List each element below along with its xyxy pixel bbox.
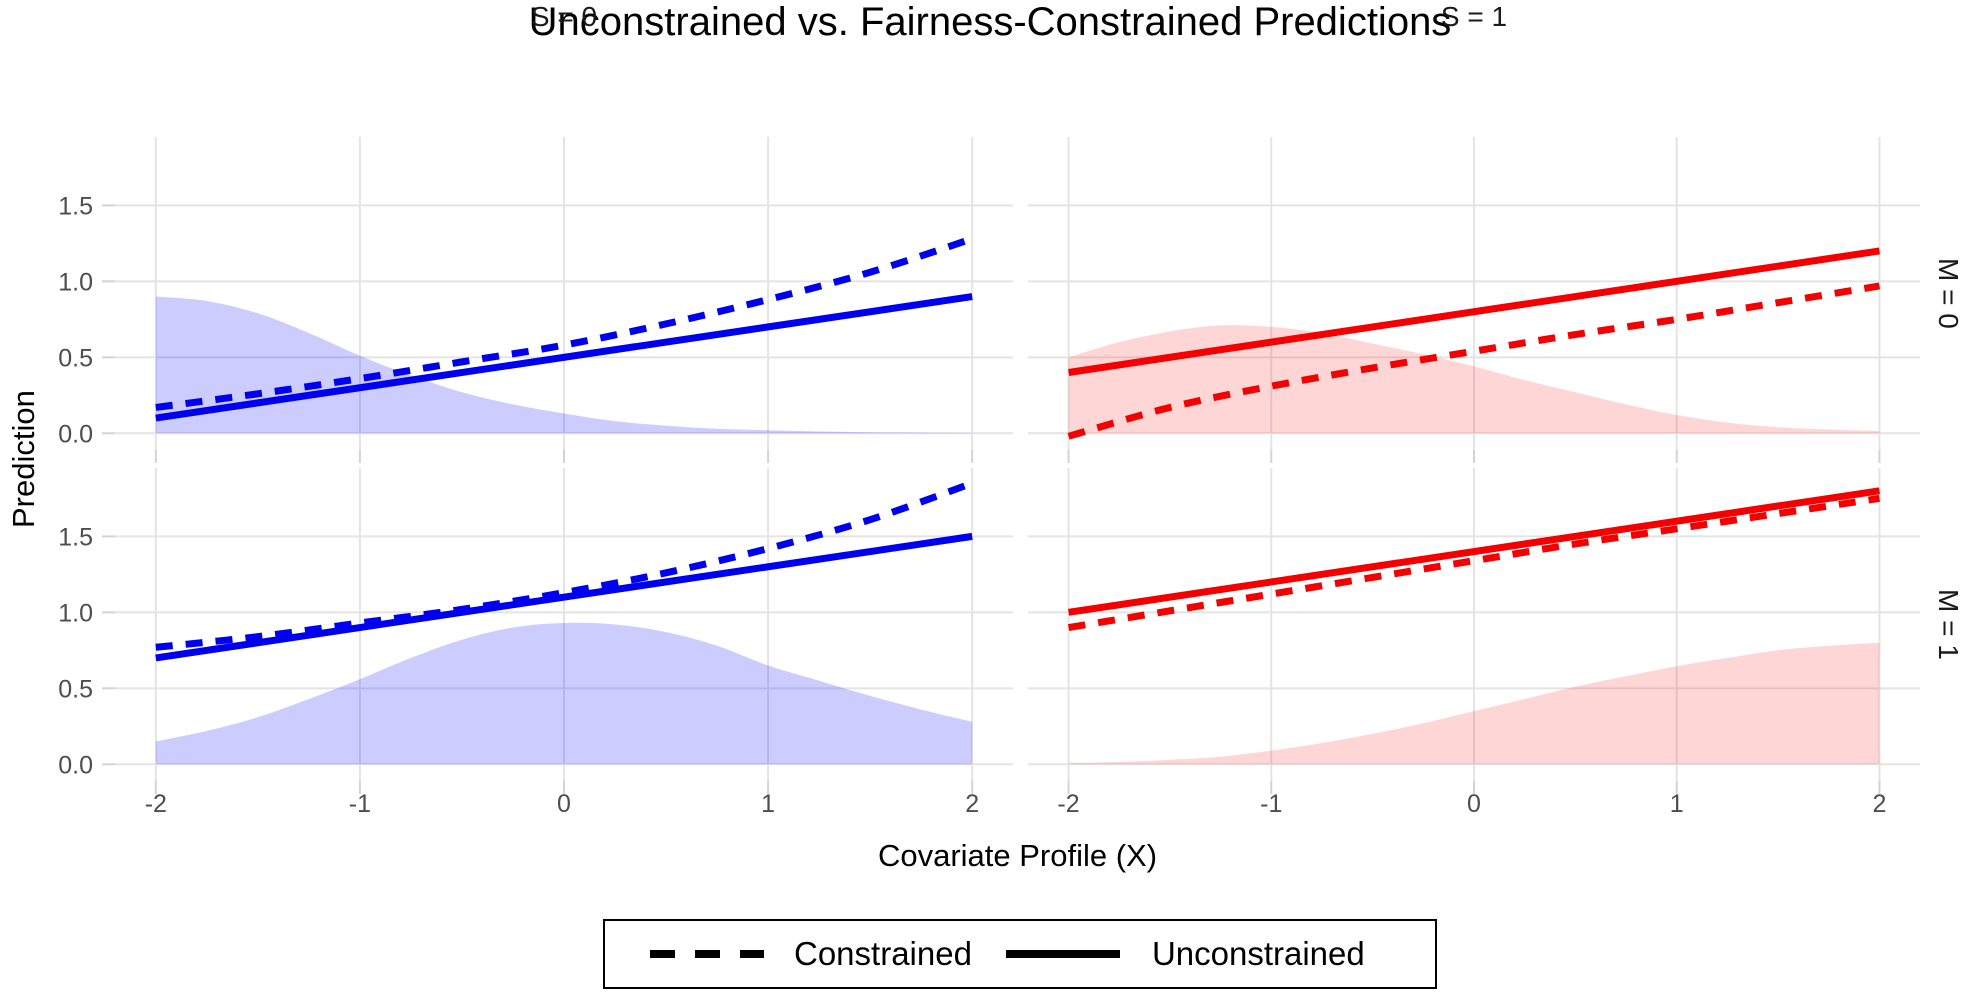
unconstrained-line [1068, 247, 1880, 376]
facet-strip-s1: S = 1 [1440, 1, 1508, 32]
density-area [155, 622, 973, 765]
x-tick-label: -2 [1057, 790, 1079, 818]
density-area [155, 296, 973, 434]
density-area [1068, 642, 1880, 765]
facet-strip-s0: S = 0 [530, 1, 598, 32]
x-tick-label: 0 [557, 790, 571, 818]
x-tick-label: -2 [145, 790, 167, 818]
x-tick-label: 1 [1670, 790, 1684, 818]
y-tick-label: 1.5 [58, 192, 93, 220]
x-axis-title: Covariate Profile (X) [877, 838, 1158, 873]
panel-s1-m1: -2 -1 0 1 2 [1028, 468, 1920, 818]
panel-s0-m0: 0.0 0.5 1.0 1.5 [58, 137, 1013, 463]
x-tick-label: -1 [349, 790, 371, 818]
legend: Constrained Unconstrained [603, 919, 1437, 989]
x-tick-label: 0 [1467, 790, 1481, 818]
constrained-line [1067, 494, 1880, 631]
y-tick-label: 1.5 [58, 523, 93, 551]
y-tick-label: 1.0 [58, 268, 93, 296]
unconstrained-line [155, 293, 973, 422]
density-area [1068, 325, 1880, 434]
constrained-line [1067, 282, 1881, 440]
y-tick-label: 0.0 [58, 420, 93, 448]
y-tick-label: 0.0 [58, 751, 93, 779]
chart-title: Unconstrained vs. Fairness-Constrained P… [528, 0, 1452, 44]
x-tick-label: 2 [1873, 790, 1887, 818]
facet-strip-m1: M = 1 [1933, 589, 1964, 660]
unconstrained-line [155, 532, 973, 662]
unconstrained-line [1068, 487, 1880, 616]
x-tick-label: 1 [761, 790, 775, 818]
constrained-line [155, 479, 974, 651]
facet-strip-m0: M = 0 [1933, 258, 1964, 329]
legend-key-solid-line [1005, 950, 1120, 958]
legend-label-constrained: Constrained [794, 935, 972, 972]
panel-s0-m1: -2 -1 0 1 2 0.0 0.5 1.0 1.5 [58, 468, 1013, 818]
x-tick-label: -1 [1260, 790, 1282, 818]
x-tick-label: 2 [965, 790, 979, 818]
y-tick-label: 0.5 [58, 344, 93, 372]
legend-label-unconstrained: Unconstrained [1151, 935, 1365, 972]
y-tick-label: 0.5 [58, 675, 93, 703]
y-tick-label: 1.0 [58, 599, 93, 627]
constrained-line [155, 235, 974, 411]
legend-key-dashed-line [650, 950, 764, 958]
panel-s1-m0 [1028, 137, 1920, 463]
